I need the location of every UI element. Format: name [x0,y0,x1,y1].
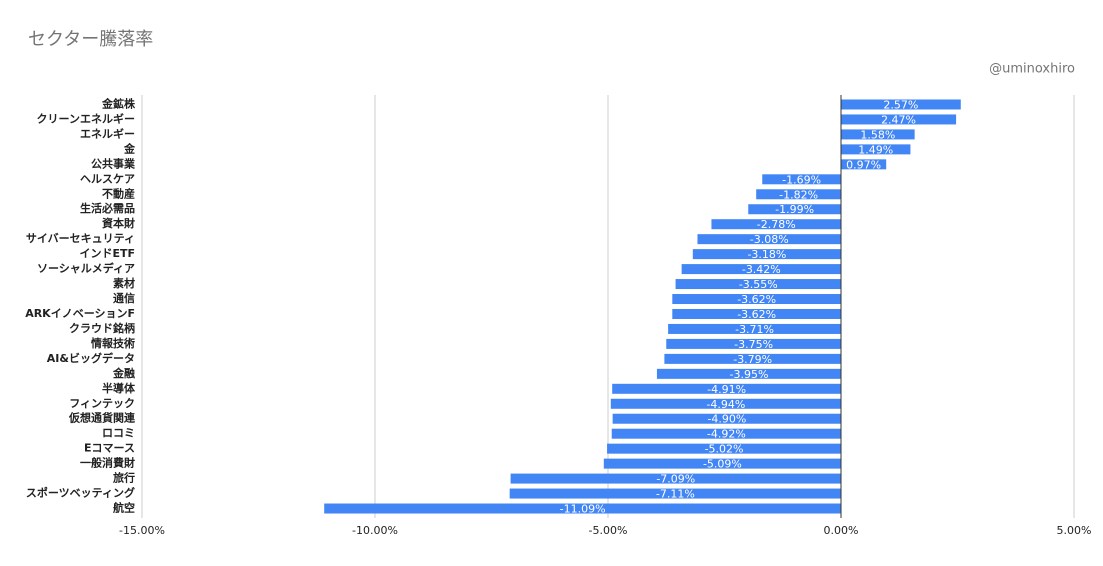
value-label: -3.18% [747,248,786,261]
y-tick-label: スポーツベッティング [26,486,135,500]
value-label: -4.91% [707,383,746,396]
bar [509,488,841,499]
y-tick-label: 旅行 [113,471,135,485]
value-label: -3.62% [737,308,776,321]
bar [612,383,841,394]
bar [841,159,887,170]
y-tick-label: ARKイノベーションF [25,307,135,320]
bar [672,294,841,305]
bar [664,353,841,364]
value-label: -3.75% [734,338,773,351]
bar [841,114,957,125]
y-tick-label: インドETF [79,247,135,260]
x-tick-label: -10.00% [352,524,398,537]
bar [756,189,841,200]
value-label: -3.08% [750,233,789,246]
bar [675,279,841,290]
bar [612,413,841,424]
y-tick-label: クラウド銘柄 [69,321,135,335]
y-tick-label: エネルギー [80,126,135,140]
y-tick-label: 通信 [113,291,135,305]
value-label: 0.97% [846,158,881,171]
value-label: -7.09% [656,473,695,486]
bar [610,398,841,409]
bar [666,338,841,349]
bar [762,174,841,185]
y-tick-label: サイバーセキュリティ [26,232,135,245]
y-tick-label: フィンテック [69,397,135,410]
bar [510,473,841,484]
x-tick-label: 5.00% [1057,524,1092,537]
bar [841,129,915,140]
bar [748,204,841,215]
bar [324,503,841,514]
y-tick-label: 金融 [112,366,135,380]
y-tick-label: 情報技術 [91,336,135,350]
y-tick-label: 半導体 [102,381,136,395]
value-label: -1.99% [775,203,814,216]
value-label: -7.11% [656,488,695,501]
y-tick-label: 素材 [113,276,135,290]
bar [697,234,841,245]
value-label: -4.94% [706,398,745,411]
bar [711,219,841,230]
value-label: -4.92% [707,428,746,441]
y-tick-label: 金鉱株 [101,96,136,110]
y-tick-label: 航空 [113,501,135,515]
bar [603,458,841,469]
bar [692,249,841,260]
bar [841,99,961,110]
value-label: -2.78% [757,218,796,231]
y-tick-label: 資本財 [102,216,135,230]
value-label: -1.82% [779,188,818,201]
y-tick-label: ヘルスケア [80,172,135,185]
value-label: -11.09% [560,503,606,516]
bar [681,264,841,275]
x-tick-label: -5.00% [589,524,628,537]
y-tick-label: 仮想通貨関連 [68,411,136,425]
value-label: 2.57% [883,98,918,111]
y-tick-label: ソーシャルメディア [37,261,135,275]
value-label: -5.02% [705,443,744,456]
y-tick-label: 金 [123,141,136,155]
x-tick-label: -15.00% [119,524,165,537]
y-tick-label: 生活必需品 [80,201,135,215]
value-label: -3.79% [733,353,772,366]
value-label: -3.55% [739,278,778,291]
y-tick-label: AI&ビッグデータ [47,351,135,365]
value-label: -3.62% [737,293,776,306]
bar [672,308,841,319]
y-tick-label: 不動産 [102,186,135,200]
value-label: 1.58% [860,128,895,141]
value-label: -3.42% [742,263,781,276]
value-label: -3.95% [730,368,769,381]
chart-title: セクター騰落率 [28,29,153,50]
value-label: 2.47% [881,113,916,126]
value-label: -4.90% [707,413,746,426]
bar [611,428,841,439]
value-label: -3.71% [735,323,774,336]
x-tick-label: 0.00% [824,524,859,537]
y-tick-label: 公共事業 [91,156,136,170]
y-tick-label: ロコミ [102,427,135,440]
watermark: @uminoxhiro [989,62,1075,77]
value-label: -5.09% [703,458,742,471]
y-tick-label: クリーンエネルギー [37,111,135,125]
bar [668,323,841,334]
value-label: -1.69% [782,173,821,186]
y-tick-label: 一般消費財 [80,456,135,470]
bar [607,443,841,454]
y-tick-label: Eコマース [84,442,135,455]
value-label: 1.49% [858,143,893,156]
bar [656,368,841,379]
bar [841,144,911,155]
